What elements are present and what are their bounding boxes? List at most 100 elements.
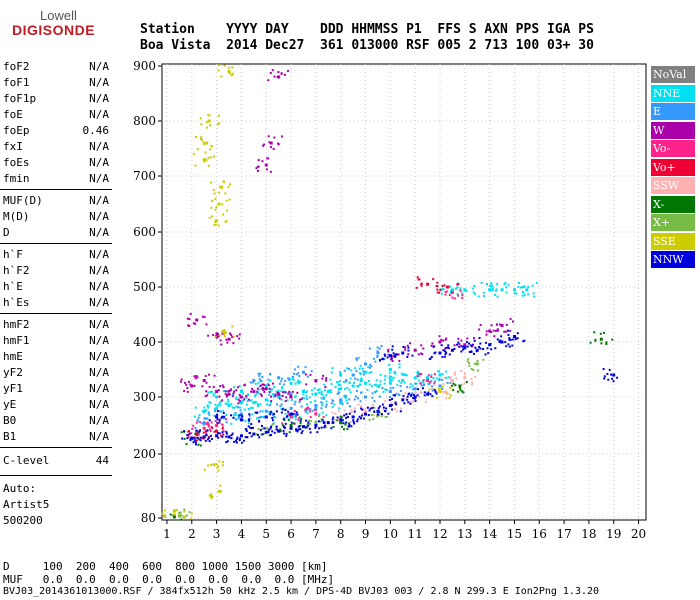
data-point (291, 390, 294, 393)
data-point (349, 420, 352, 423)
data-point (321, 419, 324, 422)
data-point (336, 416, 339, 419)
data-point (460, 339, 463, 342)
data-point (210, 495, 213, 498)
data-point (213, 192, 216, 195)
data-point (440, 338, 443, 341)
data-point (243, 397, 246, 400)
data-point (522, 340, 525, 343)
data-point (281, 422, 284, 425)
data-point (259, 410, 262, 413)
x-tick-label: 4 (238, 527, 246, 541)
data-point (402, 394, 405, 397)
data-point (304, 410, 307, 413)
data-point (310, 370, 313, 373)
data-point (435, 396, 438, 399)
data-point (297, 382, 300, 385)
data-point (384, 375, 387, 378)
data-point (187, 436, 190, 439)
data-point (172, 515, 176, 519)
data-point (371, 406, 374, 409)
data-point (378, 414, 381, 417)
data-point (193, 384, 196, 387)
data-point (219, 410, 222, 413)
data-point (315, 420, 318, 423)
data-point (239, 401, 243, 405)
data-point (387, 350, 390, 353)
data-point (456, 292, 459, 295)
data-point (281, 386, 284, 389)
data-point (416, 276, 419, 279)
data-point (337, 392, 340, 395)
data-point (256, 392, 259, 395)
data-point (282, 418, 285, 421)
data-point (230, 434, 233, 437)
data-point (485, 333, 488, 336)
data-point (355, 370, 358, 373)
data-point (438, 384, 442, 388)
param-label: C-level (3, 454, 50, 467)
footer-file-info: BVJ03_2014361013000.RSF / 384fx512h 50 k… (3, 586, 600, 597)
data-point (193, 439, 196, 442)
data-point (453, 297, 456, 300)
param-value: N/A (89, 264, 109, 277)
data-point (186, 390, 189, 393)
data-point (237, 415, 240, 418)
data-point (268, 141, 271, 144)
data-point (444, 291, 447, 294)
data-point (305, 426, 308, 429)
data-point (211, 426, 214, 429)
data-point (268, 410, 271, 413)
data-point (420, 352, 423, 355)
data-point (175, 509, 178, 512)
data-point (516, 337, 519, 340)
data-point (225, 430, 228, 433)
x-tick-label: 13 (457, 527, 472, 541)
data-point (226, 209, 229, 212)
data-point (373, 410, 376, 413)
data-point (409, 383, 412, 386)
data-point (217, 69, 220, 72)
data-point (352, 420, 355, 423)
data-point (509, 338, 512, 341)
data-point (218, 334, 221, 337)
data-point (202, 411, 205, 414)
data-point (213, 408, 216, 411)
data-point (339, 415, 342, 418)
data-point (433, 380, 436, 383)
param-value: N/A (89, 76, 109, 89)
data-point (225, 199, 228, 202)
data-point (521, 294, 524, 297)
data-point (320, 401, 323, 404)
data-point (218, 395, 221, 398)
legend-item-vo-: Vo- (651, 140, 695, 157)
data-point (504, 330, 507, 333)
data-point (504, 281, 507, 284)
data-point (360, 377, 363, 380)
data-point (214, 335, 217, 338)
param-row: foEp 0.46 (3, 124, 109, 138)
data-point (218, 419, 221, 422)
data-point (252, 432, 256, 436)
param-label: yF2 (3, 366, 23, 379)
data-point (422, 384, 425, 387)
data-point (185, 383, 188, 386)
data-point (276, 429, 279, 432)
data-point (225, 432, 228, 435)
data-point (368, 418, 371, 421)
data-point (194, 377, 197, 380)
param-value: N/A (89, 194, 109, 207)
param-row: hmE N/A (3, 350, 109, 364)
data-point (355, 358, 358, 361)
data-point (476, 360, 479, 363)
data-point (384, 354, 387, 357)
data-point (339, 384, 342, 387)
data-point (423, 394, 426, 397)
data-point (339, 373, 343, 377)
data-point (391, 345, 394, 348)
data-point (438, 387, 441, 390)
data-point (354, 377, 357, 380)
data-point (269, 71, 272, 74)
data-point (264, 430, 268, 434)
data-point (344, 414, 347, 417)
